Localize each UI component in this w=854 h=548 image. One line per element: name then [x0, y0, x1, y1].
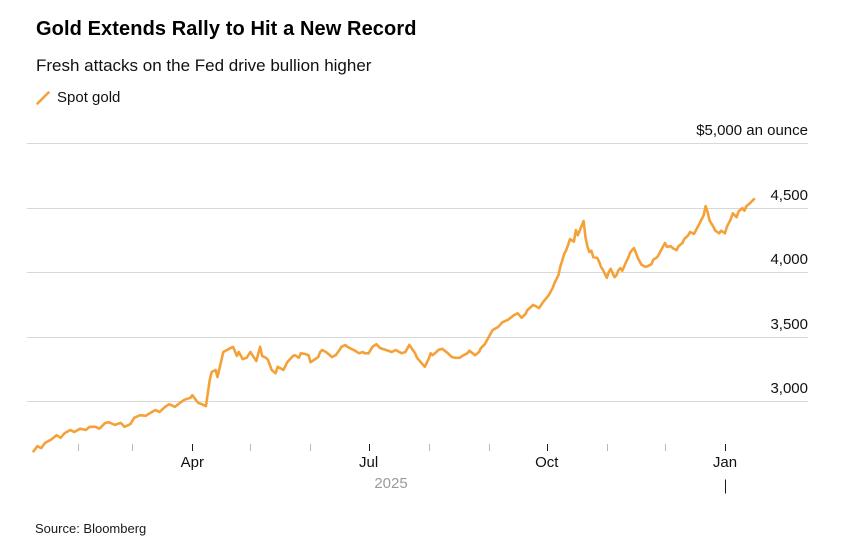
legend-label: Spot gold: [57, 89, 121, 106]
y-axis-tick-label: 3,000: [770, 380, 808, 397]
y-axis-unit-label: $5,000 an ounce: [696, 122, 808, 139]
chart-title: Gold Extends Rally to Hit a New Record: [36, 18, 417, 40]
x-axis-tick-label: Apr: [180, 454, 204, 471]
y-axis-tick-label: 4,000: [770, 251, 808, 268]
chart-subtitle: Fresh attacks on the Fed drive bullion h…: [36, 56, 372, 75]
source-attribution: Source: Bloomberg: [35, 521, 147, 536]
y-axis-tick-label: 3,500: [770, 315, 808, 333]
spot-gold-price-line: [32, 197, 756, 453]
x-axis-tick-label: Jul: [359, 454, 379, 471]
x-axis-year-label: 2025: [374, 475, 408, 492]
x-axis-tick-label: Jan: [712, 454, 738, 471]
line-series-marker-icon: [36, 90, 50, 105]
x-axis-tick-label: Oct: [535, 454, 559, 471]
legend: Spot gold: [36, 89, 120, 106]
y-axis-tick-label: 4,500: [770, 186, 808, 204]
